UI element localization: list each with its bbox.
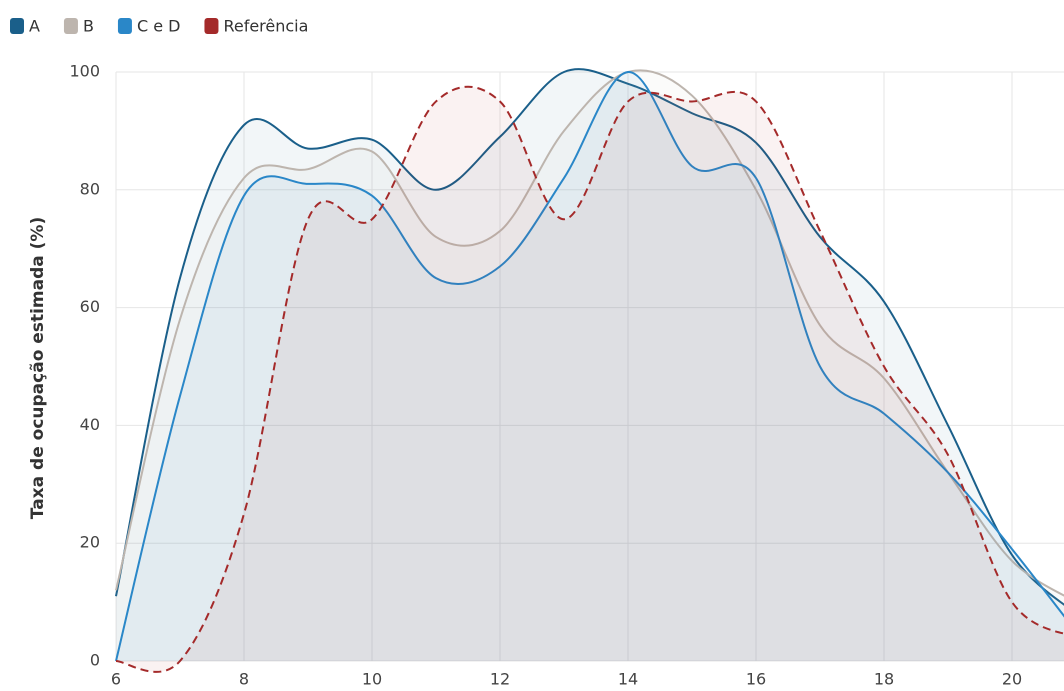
legend-swatch — [204, 18, 219, 34]
y-tick-label: 60 — [80, 297, 100, 316]
y-axis-label: Taxa de ocupação estimada (%) — [28, 217, 48, 519]
legend-swatch — [10, 18, 24, 34]
x-tick-label: 6 — [111, 670, 121, 689]
series-line — [115, 85, 1064, 673]
legend-label: Referência — [223, 17, 308, 36]
series-area — [116, 86, 1064, 672]
y-tick-label: 40 — [80, 415, 100, 434]
y-tick-label: 0 — [90, 651, 100, 670]
x-tick-label: 12 — [490, 670, 510, 689]
x-tick-label: 8 — [239, 670, 249, 689]
series-line — [115, 69, 1064, 597]
x-tick-label: 20 — [1002, 670, 1022, 689]
x-tick-label: 10 — [362, 670, 382, 689]
y-tick-label: 100 — [69, 62, 100, 81]
legend-label: B — [83, 17, 94, 36]
legend-swatch — [117, 18, 132, 34]
legend-label: A — [29, 17, 40, 36]
series-line — [115, 70, 1064, 662]
series-area — [116, 69, 1064, 661]
y-tick-label: 80 — [80, 179, 100, 198]
y-tick-label: 20 — [80, 533, 100, 552]
x-tick-label: 14 — [618, 670, 638, 689]
series-line — [115, 68, 1064, 606]
x-tick-label: 18 — [874, 670, 894, 689]
legend-label: C e D — [137, 17, 181, 36]
x-tick-label: 16 — [746, 670, 766, 689]
legend-swatch — [63, 18, 78, 34]
